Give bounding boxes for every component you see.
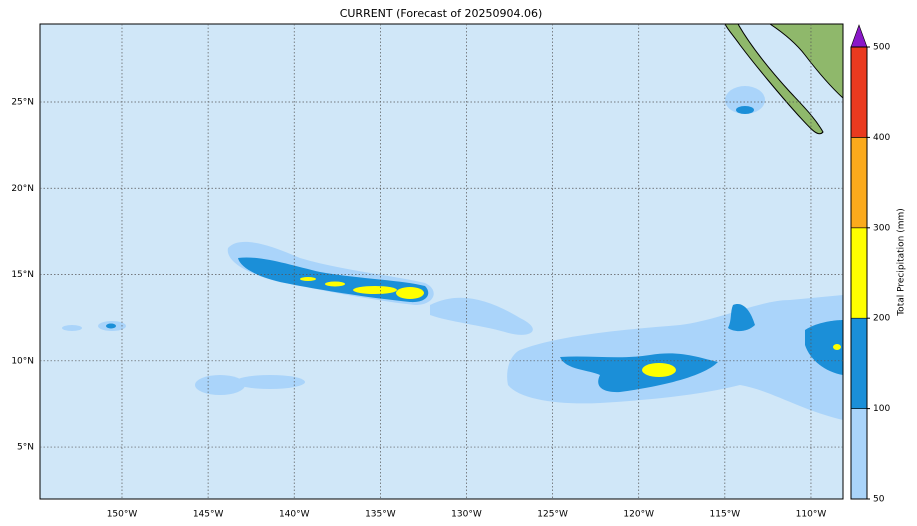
colorbar-tick-label: 50 (873, 495, 885, 505)
colorbar-label: Total Precipitation (mm) (897, 208, 907, 317)
x-tick-label: 110°W (796, 510, 827, 520)
x-tick-label: 130°W (451, 510, 482, 520)
x-tick-label: 135°W (365, 510, 396, 520)
colorbar-band (850, 227, 868, 319)
x-tick-label: 150°W (107, 510, 138, 520)
y-tick-label: 5°N (17, 443, 34, 453)
colorbar-band (850, 137, 868, 229)
ocean (40, 24, 843, 499)
colorbar-tick-label: 300 (873, 223, 890, 233)
x-tick-label: 120°W (623, 510, 654, 520)
x-tick-label: 145°W (193, 510, 224, 520)
y-tick-label: 25°N (11, 97, 34, 107)
map-frame (39, 23, 844, 500)
colorbar-tick-label: 200 (873, 314, 890, 324)
colorbar-frame (850, 46, 868, 500)
colorbar-band (850, 317, 868, 409)
colorbar-tick-label: 100 (873, 404, 890, 414)
y-tick-label: 10°N (11, 356, 34, 366)
y-tick-label: 20°N (11, 184, 34, 194)
x-tick-label: 125°W (537, 510, 568, 520)
x-tick-label: 115°W (710, 510, 741, 520)
colorbar-band (850, 408, 868, 500)
colorbar-tick-label: 400 (873, 133, 890, 143)
map-title: CURRENT (Forecast of 20250904.06) (340, 7, 543, 20)
colorbar-band (850, 46, 868, 138)
colorbar-tick-label: 500 (873, 43, 890, 53)
colorbar-extend (850, 24, 868, 48)
y-tick-label: 15°N (11, 270, 34, 280)
x-tick-label: 140°W (279, 510, 310, 520)
